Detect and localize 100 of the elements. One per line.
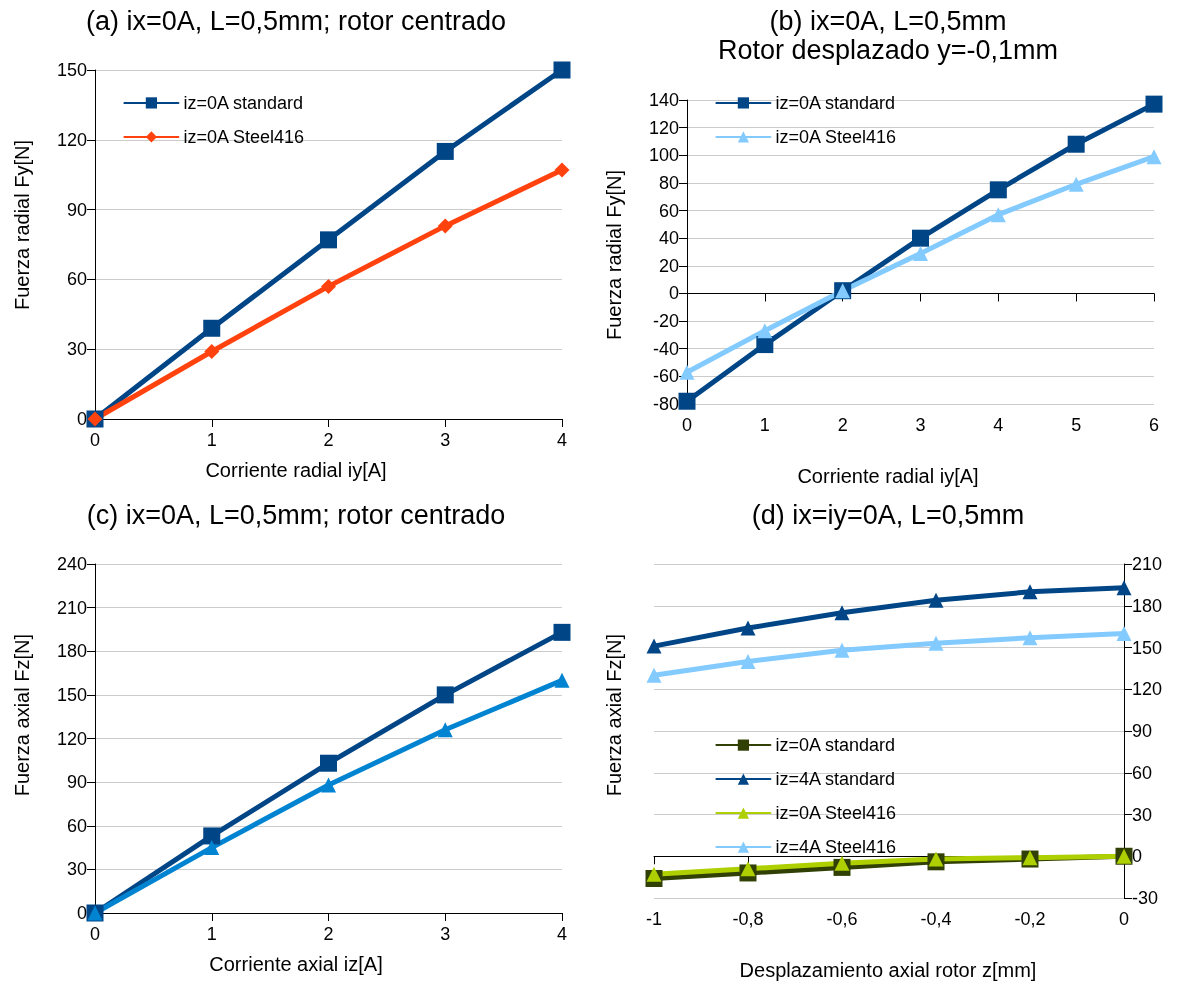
- point: [1067, 135, 1085, 153]
- x-axis-title: Corriente radial iy[A]: [205, 459, 387, 481]
- x-tick-label: -0,4: [920, 909, 952, 929]
- y-tick-label: 60: [658, 200, 679, 221]
- chart-title: (c) ix=0A, L=0,5mm; rotor centrado: [86, 499, 506, 530]
- y-tick-label: 90: [66, 772, 87, 793]
- x-tick-label: 0: [1118, 909, 1130, 929]
- y-tick-label: 90: [1132, 721, 1153, 741]
- legend-label: iz=0A Steel416: [183, 126, 305, 147]
- point: [436, 686, 454, 704]
- chart-title: (d) ix=iy=0A, L=0,5mm: [751, 499, 1025, 530]
- y-tick-label: -40: [652, 338, 679, 359]
- y-tick-label: -80: [652, 394, 679, 414]
- y-tick-label: 140: [648, 90, 679, 110]
- y-tick-label: 150: [56, 60, 87, 80]
- x-tick-label: 2: [323, 430, 334, 450]
- point: [320, 754, 337, 772]
- y-tick-label: 150: [1132, 637, 1163, 658]
- point: [756, 336, 774, 354]
- y-tick-label: 120: [56, 129, 87, 150]
- x-tick-label: 3: [440, 924, 451, 944]
- point: [989, 181, 1007, 199]
- point: [204, 840, 220, 856]
- x-tick-label: 4: [556, 430, 568, 450]
- y-tick-label: 210: [56, 597, 87, 618]
- legend-label: iz=0A standard: [183, 92, 303, 113]
- point: [1022, 584, 1038, 600]
- x-tick-label: 3: [915, 415, 926, 435]
- point: [740, 861, 756, 877]
- point: [320, 231, 337, 249]
- point: [553, 61, 571, 79]
- y-tick-label: 40: [658, 228, 679, 249]
- y-tick-label: 150: [56, 684, 87, 705]
- point: [740, 620, 756, 636]
- point: [203, 319, 221, 337]
- x-tick-label: 4: [556, 924, 568, 944]
- point: [437, 722, 453, 738]
- y-tick-label: 180: [1132, 595, 1163, 616]
- legend-label: iz=0A Steel416: [775, 803, 897, 824]
- legend-label: iz=0A standard: [775, 735, 895, 756]
- x-axis-title: Corriente radial iy[A]: [797, 465, 979, 487]
- point: [1116, 580, 1132, 596]
- x-tick-label: -0,8: [732, 909, 764, 929]
- legend-label: iz=0A Steel416: [775, 126, 897, 147]
- point: [436, 142, 454, 160]
- point: [740, 653, 756, 669]
- point: [928, 592, 944, 608]
- x-tick-label: 2: [323, 924, 334, 944]
- y-axis-title: Fuerza radial Fy[N]: [11, 139, 33, 311]
- x-tick-label: 5: [1071, 415, 1082, 435]
- y-tick-label: -60: [652, 366, 679, 387]
- point: [913, 245, 928, 261]
- point: [1022, 630, 1038, 646]
- y-tick-label: 30: [66, 339, 87, 360]
- point: [990, 207, 1006, 223]
- y-tick-label: 60: [66, 815, 87, 836]
- point: [928, 851, 944, 867]
- point: [912, 229, 929, 247]
- y-tick-label: 60: [66, 269, 87, 290]
- point: [321, 278, 336, 294]
- point: [928, 635, 944, 651]
- point: [1068, 176, 1084, 192]
- x-tick-label: 0: [89, 924, 101, 944]
- y-tick-label: 80: [658, 172, 679, 193]
- point: [834, 605, 850, 621]
- point: [437, 218, 453, 234]
- y-tick-label: 180: [56, 641, 87, 662]
- y-tick-label: 90: [66, 199, 87, 220]
- x-tick-label: -1: [645, 909, 663, 929]
- x-tick-label: 0: [681, 415, 693, 435]
- x-tick-label: 3: [440, 430, 451, 450]
- y-tick-label: -30: [1132, 888, 1159, 908]
- point: [1146, 149, 1162, 165]
- point: [646, 638, 662, 654]
- y-tick-label: -20: [652, 311, 679, 332]
- y-tick-label: 210: [1132, 554, 1163, 574]
- y-tick-label: 20: [658, 255, 679, 276]
- y-tick-label: 100: [648, 145, 679, 166]
- x-tick-label: 1: [206, 924, 217, 944]
- y-tick-label: 240: [56, 554, 87, 574]
- x-axis-title: Corriente axial iz[A]: [209, 953, 383, 975]
- x-tick-label: -0,6: [826, 909, 858, 929]
- y-tick-label: 60: [1132, 762, 1153, 783]
- point: [834, 642, 850, 658]
- y-tick-label: 120: [56, 728, 87, 749]
- y-axis-title: Fuerza axial Fz[N]: [11, 634, 33, 797]
- x-tick-label: 1: [759, 415, 770, 435]
- y-tick-label: 0: [1132, 846, 1143, 867]
- point: [1116, 626, 1132, 642]
- legend-label: iz=4A standard: [775, 769, 895, 790]
- point: [204, 344, 220, 360]
- x-tick-label: 0: [89, 430, 101, 450]
- y-tick-label: 120: [1132, 679, 1163, 700]
- x-tick-label: 4: [993, 415, 1004, 435]
- x-tick-label: 6: [1148, 415, 1160, 435]
- point: [678, 392, 696, 410]
- y-tick-label: 30: [1132, 804, 1153, 825]
- chart-title: (a) ix=0A, L=0,5mm; rotor centrado: [85, 5, 507, 36]
- x-axis-title: Desplazamiento axial rotor z[mm]: [739, 959, 1037, 981]
- y-axis-title: Fuerza radial Fy[N]: [603, 169, 625, 341]
